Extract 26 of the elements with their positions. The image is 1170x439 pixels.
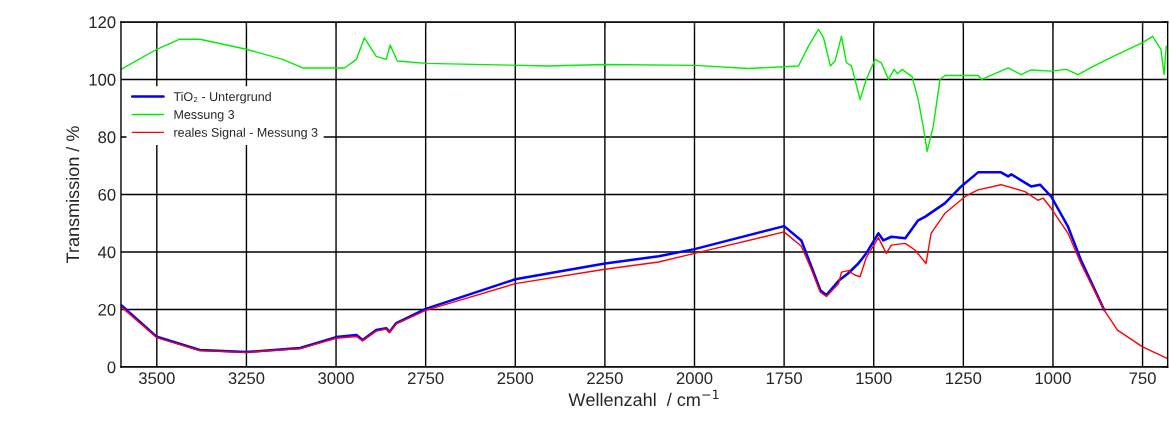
y-tick-label: 40 <box>97 246 116 259</box>
y-tick-label: 120 <box>89 16 116 29</box>
x-tick-label: 3500 <box>138 372 175 385</box>
x-tick-label: 3250 <box>228 372 265 385</box>
x-tick-label: 2500 <box>497 372 534 385</box>
legend-label: Messung 3 <box>174 110 235 122</box>
legend-label: reales Signal - Messung 3 <box>174 127 318 140</box>
x-tick-label: 1000 <box>1035 372 1071 385</box>
y-tick-label: 20 <box>98 303 116 316</box>
y-tick-label: 0 <box>107 361 116 374</box>
x-tick-label: 2000 <box>676 372 713 385</box>
x-tick-label: 1500 <box>856 372 892 385</box>
x-axis-title: Wellenzahl / cm$^{−1}$ <box>568 389 719 407</box>
x-tick-label: 750 <box>1129 372 1156 385</box>
y-axis-title: Transmission / % <box>65 126 80 263</box>
x-tick-label: 1750 <box>766 372 802 385</box>
y-tick-label: 60 <box>98 188 116 201</box>
y-tick-label: 100 <box>89 73 116 86</box>
legend-label: TiO₂ - Untergrund <box>173 91 271 104</box>
line-series <box>120 184 1168 360</box>
y-tick-label: 80 <box>98 131 116 144</box>
x-tick-label: 3000 <box>318 372 354 385</box>
x-tick-label: 1250 <box>946 372 982 385</box>
x-tick-label: 2250 <box>587 372 623 385</box>
x-tick-label: 2750 <box>407 372 444 385</box>
line-series <box>120 28 1167 153</box>
